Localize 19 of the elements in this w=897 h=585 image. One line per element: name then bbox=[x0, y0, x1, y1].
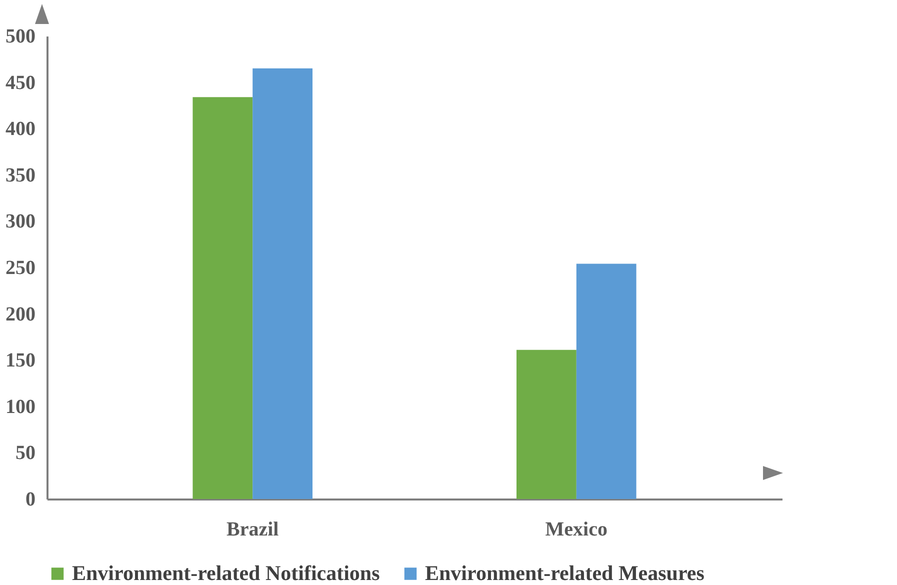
bar bbox=[192, 97, 253, 499]
x-tick-label: Brazil bbox=[226, 518, 280, 540]
y-tick-label: 200 bbox=[6, 303, 36, 326]
y-tick-label: 450 bbox=[6, 72, 36, 94]
y-tick-label: 500 bbox=[6, 26, 36, 48]
legend-label: Environment-related Measures bbox=[425, 560, 704, 585]
bar bbox=[252, 68, 313, 499]
y-tick-label: 250 bbox=[6, 257, 36, 279]
bar bbox=[576, 264, 636, 499]
y-tick-label: 100 bbox=[6, 396, 36, 418]
y-tick-label: 300 bbox=[6, 210, 36, 233]
bar bbox=[516, 350, 576, 499]
legend-label: Environment-related Notifications bbox=[72, 560, 380, 585]
y-tick-label: 400 bbox=[6, 118, 36, 140]
y-tick-label: 150 bbox=[6, 350, 36, 372]
y-tick-label: 50 bbox=[16, 442, 36, 464]
y-tick-label: 0 bbox=[26, 488, 36, 510]
x-tick-label: Mexico bbox=[545, 518, 608, 540]
y-tick-label: 350 bbox=[6, 164, 36, 186]
